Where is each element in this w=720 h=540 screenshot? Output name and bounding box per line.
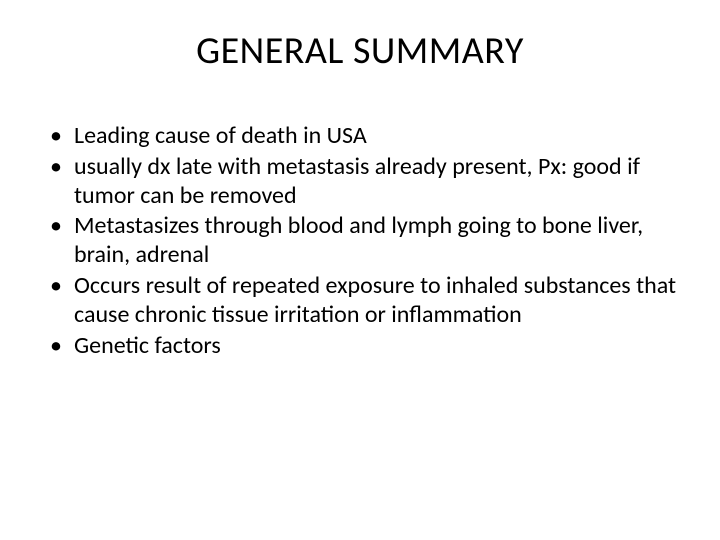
slide-container: GENERAL SUMMARY Leading cause of death i… <box>0 0 720 540</box>
list-item: Genetic factors <box>50 332 690 361</box>
list-item: Leading cause of death in USA <box>50 122 690 151</box>
list-item: usually dx late with metastasis already … <box>50 153 690 211</box>
list-item: Occurs result of repeated exposure to in… <box>50 272 690 330</box>
slide-title: GENERAL SUMMARY <box>30 28 690 74</box>
bullet-list: Leading cause of death in USA usually dx… <box>30 122 690 360</box>
list-item: Metastasizes through blood and lymph goi… <box>50 212 690 270</box>
